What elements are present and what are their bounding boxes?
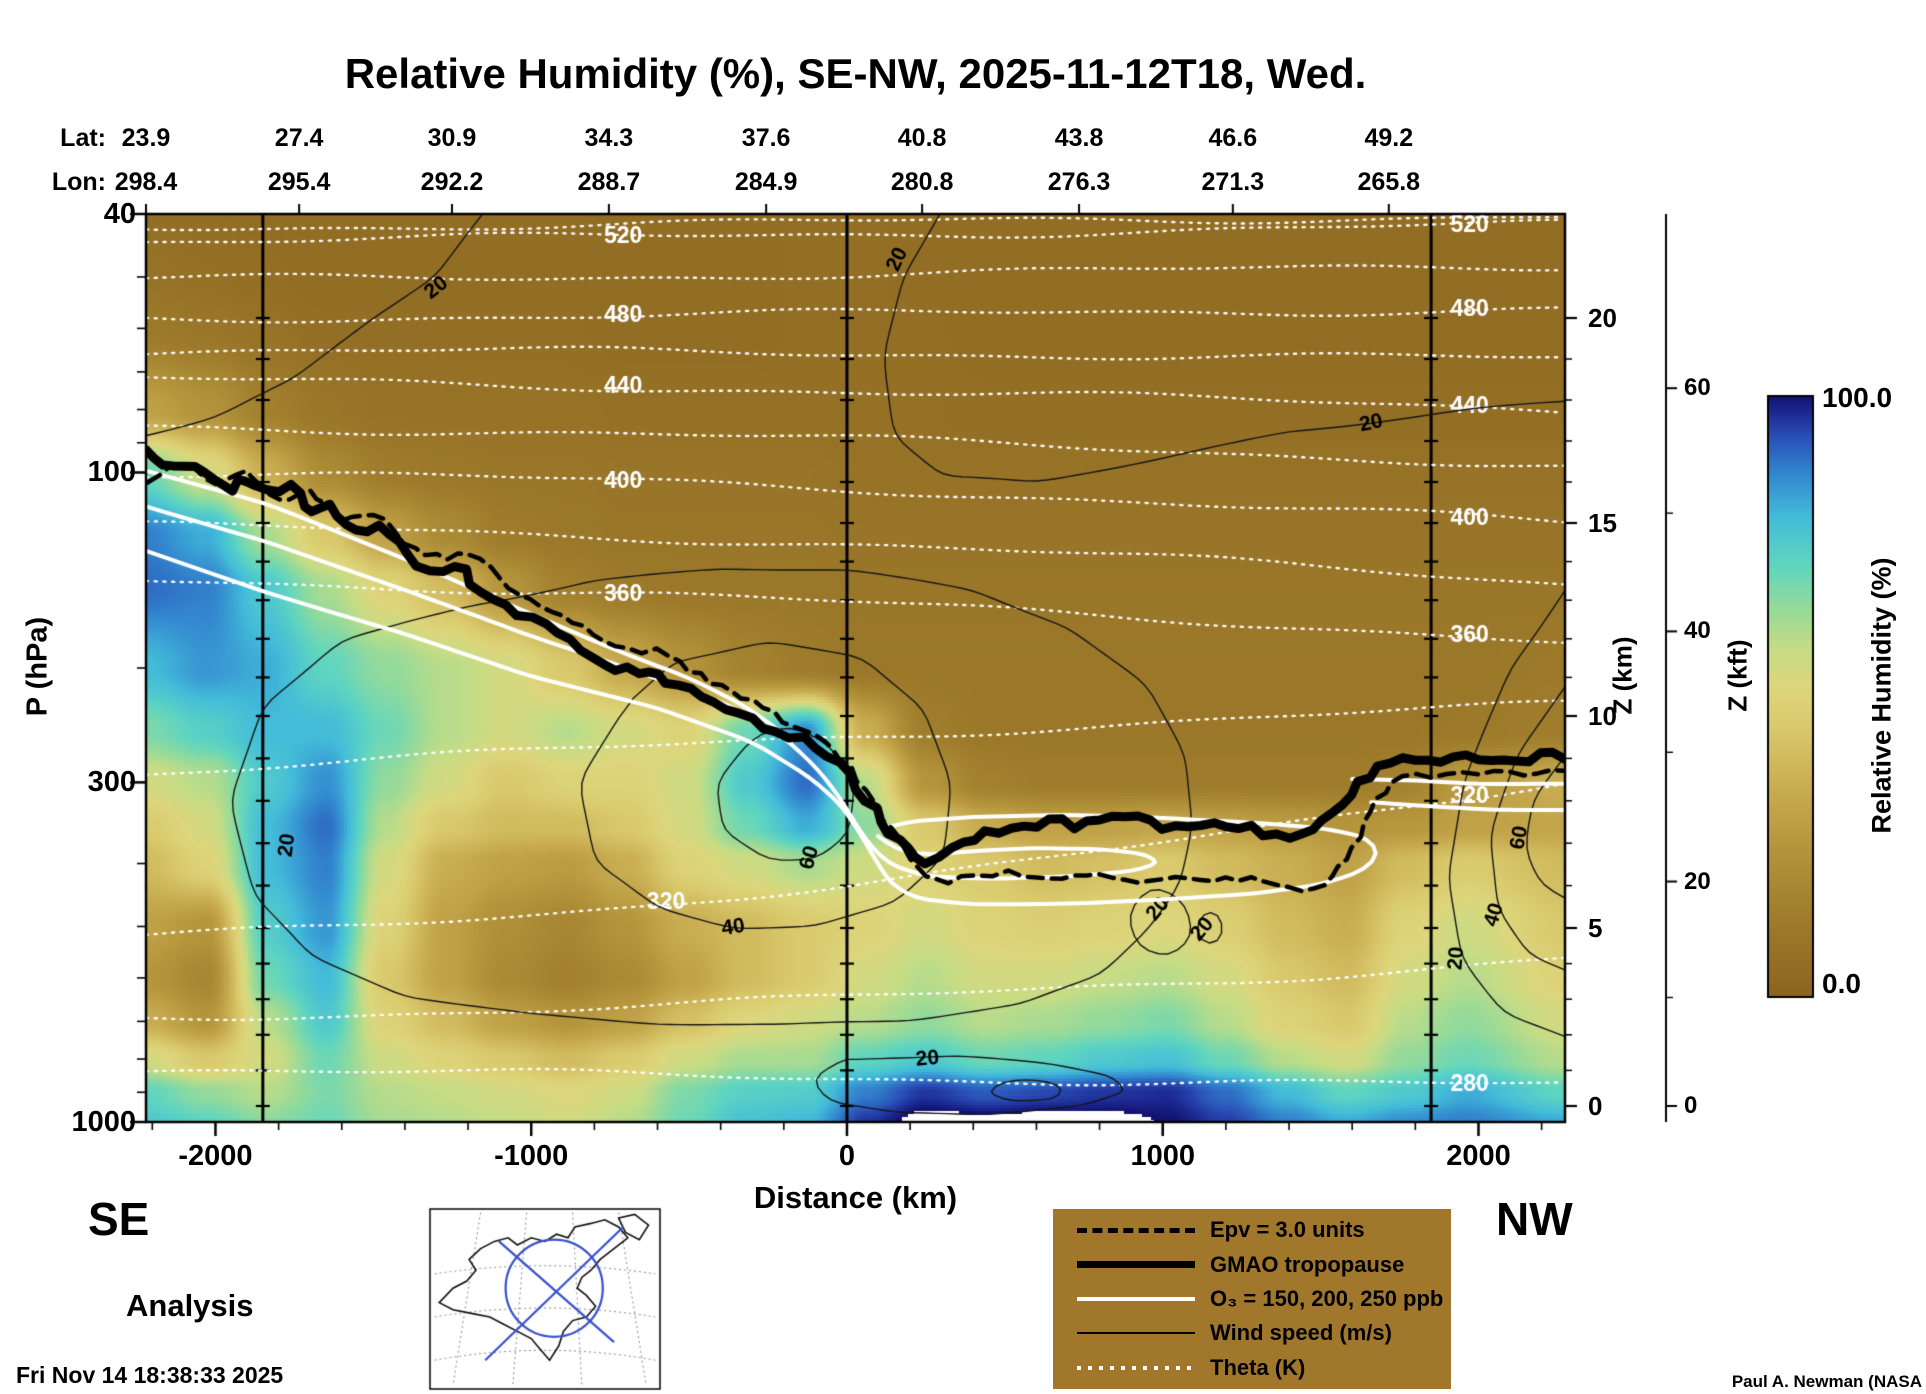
lon-value: 298.4: [114, 168, 178, 196]
lat-value: 49.2: [1364, 124, 1414, 152]
zkm-tick-label: 10: [1588, 701, 1617, 731]
map-inset: [430, 1209, 660, 1389]
lat-axis-prefix: Lat:: [60, 124, 106, 152]
legend-item: O₃ = 150, 200, 250 ppb: [1053, 1286, 1451, 1312]
lat-value: 40.8: [897, 124, 947, 152]
legend-line-sample: [1077, 1365, 1195, 1370]
zkft-axis-label: Z (kft): [1722, 639, 1753, 712]
legend-line-sample: [1077, 1261, 1195, 1269]
lat-value: 43.8: [1054, 124, 1104, 152]
lon-value: 288.7: [577, 168, 641, 196]
distance-tick-label: 1000: [1130, 1140, 1195, 1172]
legend-item-label: GMAO tropopause: [1210, 1251, 1405, 1277]
legend-line-sample: [1077, 1296, 1195, 1301]
lon-value: 292.2: [420, 168, 484, 196]
legend: Epv = 3.0 units GMAO tropopause O₃ = 150, …: [1053, 1209, 1451, 1389]
distance-tick-label: -1000: [494, 1140, 569, 1172]
legend-item-label: Epv = 3.0 units: [1210, 1217, 1365, 1243]
distance-tick-label: 0: [838, 1140, 856, 1172]
legend-item-label: O₃ = 150, 200, 250 ppb: [1210, 1285, 1444, 1311]
legend-item: GMAO tropopause: [1053, 1252, 1451, 1278]
lon-value: 271.3: [1201, 168, 1265, 196]
pressure-tick-label: 100: [87, 456, 136, 489]
legend-item-label: Theta (K): [1210, 1354, 1306, 1380]
lat-value: 37.6: [741, 124, 791, 152]
legend-item: Theta (K): [1053, 1355, 1451, 1381]
chart-title: Relative Humidity (%), SE-NW, 2025-11-12…: [344, 50, 1367, 97]
colorbar-min-label: 0.0: [1822, 968, 1861, 999]
legend-line-sample: [1077, 1332, 1195, 1335]
lon-value: 276.3: [1047, 168, 1111, 196]
lon-value: 280.8: [890, 168, 954, 196]
zkm-tick-label: 5: [1588, 913, 1603, 943]
timestamp: Fri Nov 14 18:38:33 2025: [16, 1362, 284, 1388]
lat-value: 34.3: [584, 124, 634, 152]
credit: Paul A. Newman (NASA: [1731, 1372, 1922, 1391]
lat-value: 23.9: [121, 124, 171, 152]
lon-value: 265.8: [1357, 168, 1421, 196]
legend-item: Epv = 3.0 units: [1053, 1217, 1451, 1243]
pressure-tick-label: 40: [103, 198, 136, 230]
endpoint-se-label: SE: [88, 1193, 150, 1245]
lon-value: 295.4: [267, 168, 331, 196]
colorbar-axis-label: Relative Humidity (%): [1866, 557, 1897, 834]
lat-value: 27.4: [274, 124, 324, 152]
lon-value: 284.9: [734, 168, 798, 196]
lon-axis-prefix: Lon:: [51, 168, 106, 196]
zkm-tick-label: 20: [1588, 303, 1617, 333]
distance-tick-label: -2000: [178, 1140, 253, 1172]
zkm-tick-label: 15: [1588, 508, 1617, 538]
pressure-tick-label: 300: [87, 766, 136, 799]
lat-value: 46.6: [1208, 124, 1258, 152]
distance-axis-label: Distance (km): [753, 1180, 958, 1215]
analysis-label: Analysis: [126, 1288, 254, 1323]
zkm-axis-label: Z (km): [1607, 636, 1638, 715]
distance-tick-label: 2000: [1446, 1140, 1511, 1172]
pressure-tick-label: 1000: [71, 1106, 136, 1138]
legend-item: Wind speed (m/s): [1053, 1320, 1451, 1346]
lat-value: 30.9: [427, 124, 477, 152]
zkft-tick-label: 20: [1684, 867, 1711, 895]
zkft-tick-label: 40: [1684, 617, 1711, 645]
zkft-tick-label: 60: [1684, 374, 1711, 402]
legend-line-sample: [1077, 1227, 1195, 1233]
zkm-tick-label: 0: [1588, 1091, 1603, 1121]
legend-item-label: Wind speed (m/s): [1210, 1320, 1392, 1346]
colorbar-max-label: 100.0: [1822, 382, 1893, 413]
zkft-tick-label: 0: [1684, 1092, 1698, 1119]
endpoint-nw-label: NW: [1496, 1193, 1573, 1245]
